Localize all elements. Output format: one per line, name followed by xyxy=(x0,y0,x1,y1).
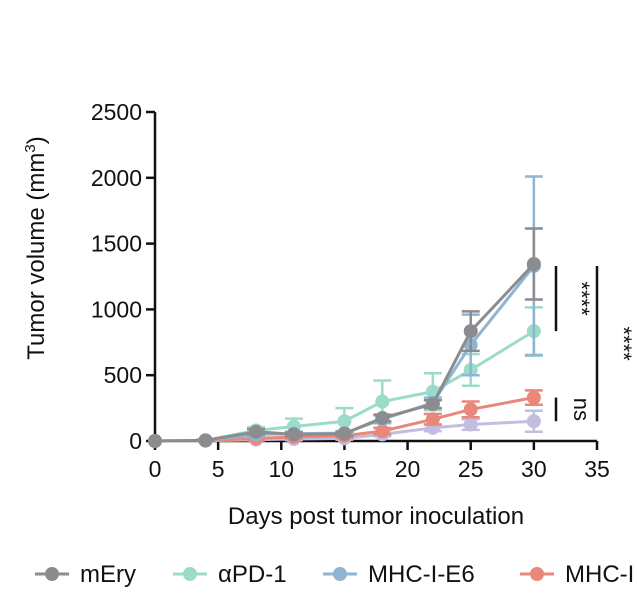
legend-label: αPD-1 xyxy=(218,561,287,588)
x-tick-label: 5 xyxy=(212,456,225,482)
y-tick-label: 500 xyxy=(104,362,142,388)
x-tick-label: 20 xyxy=(395,456,421,482)
data-point xyxy=(148,434,162,448)
x-tick-label: 35 xyxy=(584,456,610,482)
data-point xyxy=(526,414,541,429)
legend-label: MHC-I xyxy=(565,561,634,588)
significance-label: **** xyxy=(611,326,636,361)
series-layer xyxy=(148,175,543,448)
axes: 0 500 1000 1500 2000 2500 0 5 10 15 20 25 30 35 xyxy=(91,99,610,482)
legend-marker xyxy=(183,567,197,581)
data-point xyxy=(375,410,390,425)
data-point xyxy=(198,433,213,448)
significance-label: **** xyxy=(569,281,594,316)
data-point xyxy=(526,256,541,271)
data-point xyxy=(337,426,352,441)
legend: mEry αPD-1 MHC-I-E6 MHC-I xyxy=(35,561,634,588)
data-point xyxy=(463,324,478,339)
significance-label: ns xyxy=(569,398,594,421)
data-point xyxy=(425,412,440,427)
data-point xyxy=(526,390,541,405)
y-axis-title-close: ) xyxy=(23,136,50,144)
legend-label: MHC-I-E6 xyxy=(368,561,475,588)
x-tick-label: 0 xyxy=(149,456,162,482)
y-axis-title-sup: 3 xyxy=(22,144,39,152)
x-tick-label: 30 xyxy=(521,456,547,482)
series-mery xyxy=(148,227,543,448)
legend-marker xyxy=(45,567,59,581)
significance-layer: **** ns **** xyxy=(554,265,636,422)
data-point xyxy=(375,394,390,409)
y-tick-label: 0 xyxy=(129,428,142,454)
legend-label: mEry xyxy=(80,561,136,588)
data-point xyxy=(286,427,301,442)
legend-marker xyxy=(530,567,544,581)
data-point xyxy=(463,417,478,432)
x-tick-label: 25 xyxy=(458,456,484,482)
data-point xyxy=(463,402,478,417)
x-tick-label: 10 xyxy=(268,456,294,482)
data-point xyxy=(375,424,390,439)
legend-marker xyxy=(333,567,347,581)
y-axis-title: Tumor volume (mm3) xyxy=(22,136,50,359)
data-point xyxy=(249,424,264,439)
data-point xyxy=(425,397,440,412)
y-tick-label: 2000 xyxy=(91,165,142,191)
y-tick-label: 1500 xyxy=(91,231,142,257)
y-tick-label: 2500 xyxy=(91,99,142,125)
x-tick-label: 15 xyxy=(332,456,358,482)
x-axis-title: Days post tumor inoculation xyxy=(228,503,524,530)
y-axis-title-main: Tumor volume (mm xyxy=(23,153,50,360)
data-point xyxy=(337,414,352,429)
y-tick-label: 1000 xyxy=(91,296,142,322)
